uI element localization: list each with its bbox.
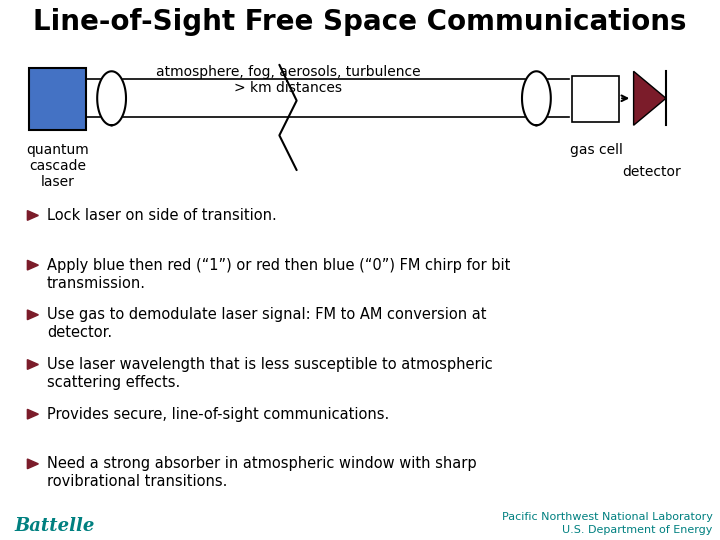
Polygon shape (27, 260, 38, 270)
Text: gas cell: gas cell (570, 143, 623, 157)
Bar (572, 76, 619, 122)
Text: atmosphere, fog, aerosols, turbulence
> km distances: atmosphere, fog, aerosols, turbulence > … (156, 65, 420, 95)
Text: Battelle: Battelle (14, 517, 95, 535)
Polygon shape (97, 71, 126, 125)
Polygon shape (27, 409, 38, 419)
Polygon shape (27, 360, 38, 369)
Text: Need a strong absorber in atmospheric window with sharp
rovibrational transition: Need a strong absorber in atmospheric wi… (47, 456, 477, 489)
Polygon shape (27, 310, 38, 320)
Text: Provides secure, line-of-sight communications.: Provides secure, line-of-sight communica… (47, 407, 389, 422)
Text: Lock laser on side of transition.: Lock laser on side of transition. (47, 208, 276, 223)
Bar (29, 68, 86, 130)
Text: Use laser wavelength that is less susceptible to atmospheric
scattering effects.: Use laser wavelength that is less suscep… (47, 357, 492, 390)
Text: Apply blue then red (“1”) or red then blue (“0”) FM chirp for bit
transmission.: Apply blue then red (“1”) or red then bl… (47, 258, 510, 291)
Text: Line-of-Sight Free Space Communications: Line-of-Sight Free Space Communications (33, 8, 687, 36)
Text: detector: detector (622, 165, 681, 179)
Polygon shape (634, 71, 666, 125)
Text: Use gas to demodulate laser signal: FM to AM conversion at
detector.: Use gas to demodulate laser signal: FM t… (47, 307, 486, 340)
Text: Pacific Northwest National Laboratory
U.S. Department of Energy: Pacific Northwest National Laboratory U.… (502, 512, 713, 535)
Polygon shape (27, 211, 38, 220)
Polygon shape (27, 459, 38, 469)
Polygon shape (522, 71, 551, 125)
Text: quantum
cascade
laser: quantum cascade laser (26, 143, 89, 190)
